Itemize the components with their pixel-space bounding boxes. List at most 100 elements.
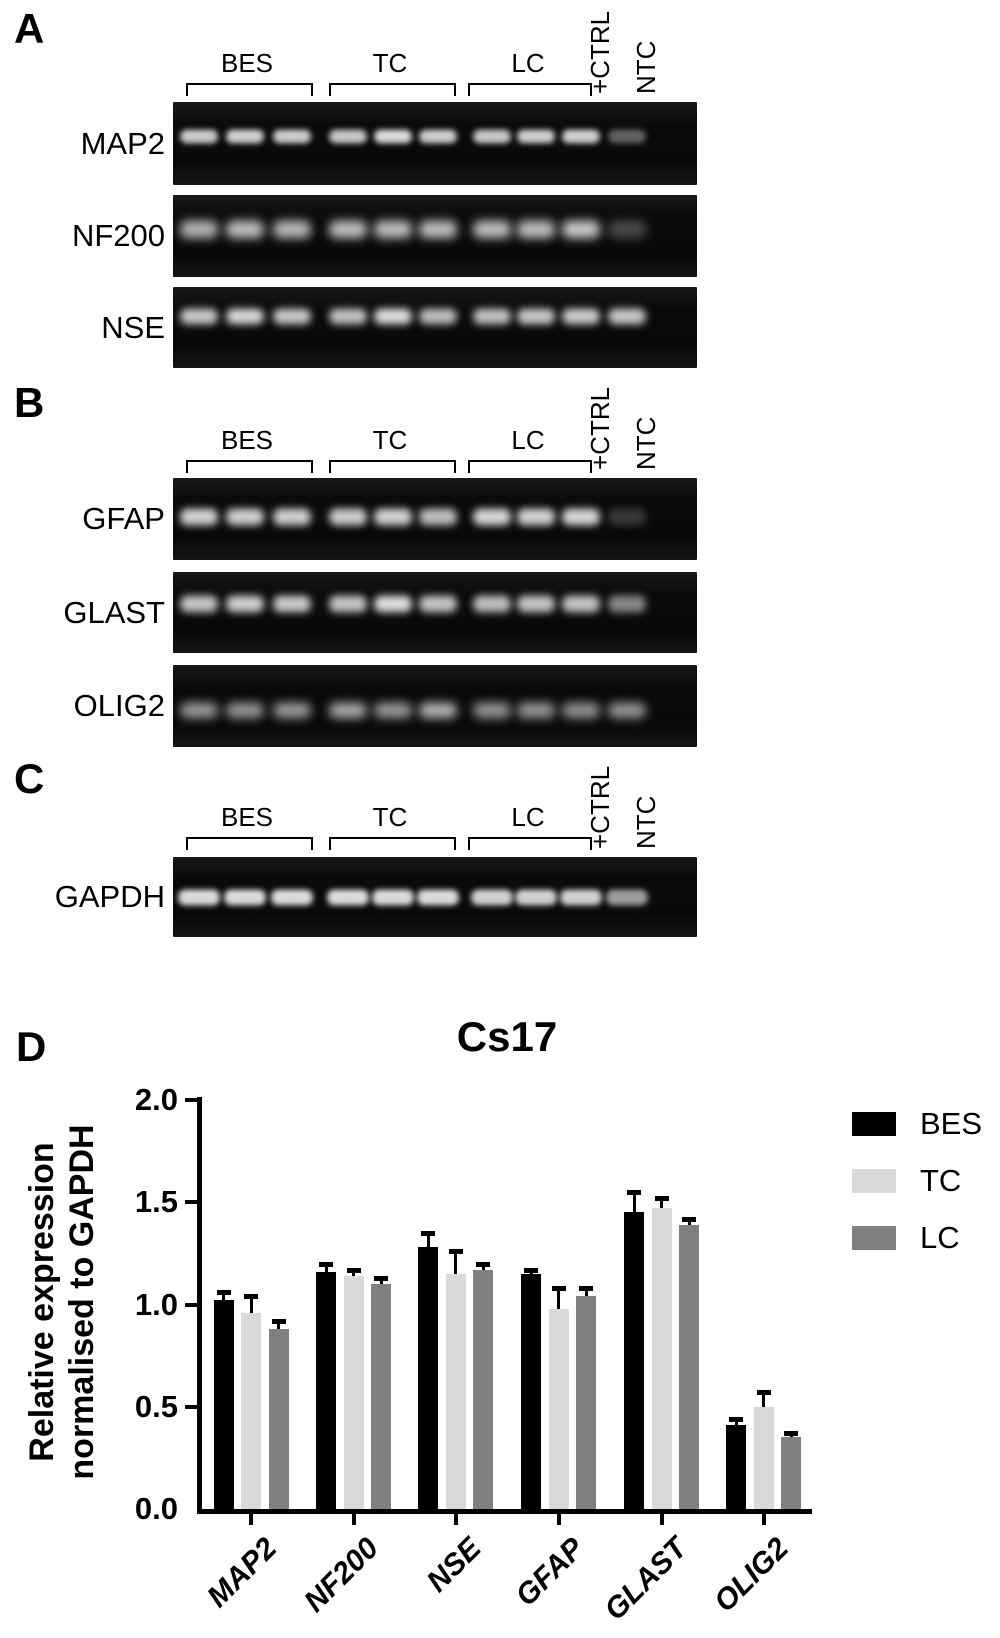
gel-band <box>178 889 220 905</box>
gel-band <box>329 509 367 526</box>
bar-bes-nf200 <box>316 1271 336 1509</box>
gel-strip-nse <box>173 287 697 368</box>
bar-tc-nf200 <box>343 1275 364 1509</box>
y-tick <box>185 1302 198 1307</box>
gel-band <box>608 596 646 613</box>
y-tick-label: 2.0 <box>134 1082 178 1117</box>
lane-label-ntc: NTC <box>631 416 661 470</box>
gel-band <box>417 889 459 905</box>
gel-band <box>473 130 511 144</box>
gel-band <box>374 509 412 526</box>
error-bar-stem <box>222 1292 225 1301</box>
bar-tc-gfap <box>548 1308 569 1509</box>
gel-band <box>517 509 555 526</box>
bar-tc-glast <box>651 1208 672 1509</box>
gel-band <box>419 596 457 613</box>
error-bar-cap <box>784 1431 798 1437</box>
lane-group-label: BES <box>220 425 274 455</box>
gel-band <box>273 702 311 718</box>
gel-strip-glast <box>173 572 697 653</box>
bar-lc-gfap <box>576 1296 596 1509</box>
bar-lc-glast <box>679 1224 699 1509</box>
bar-lc-map2 <box>268 1329 289 1509</box>
x-tick <box>453 1514 458 1525</box>
error-bar-cap <box>524 1267 538 1273</box>
bar-bes-gfap <box>521 1273 541 1509</box>
error-bar-stem <box>762 1392 765 1407</box>
error-bar-stem <box>379 1277 383 1285</box>
legend-label-tc: TC <box>920 1163 962 1198</box>
y-axis-label-line: normalised to GAPDH <box>63 1124 101 1480</box>
error-bar-stem <box>426 1232 430 1248</box>
gel-band <box>226 509 264 526</box>
x-axis-line <box>197 1509 812 1514</box>
gel-row-label: GFAP <box>82 501 165 536</box>
bar-bes-nse <box>418 1247 438 1509</box>
lane-label-pctrl: +CTRL <box>585 386 615 470</box>
gel-band <box>562 220 600 238</box>
error-bar-cap <box>448 1249 463 1255</box>
gel-band <box>419 130 457 144</box>
y-axis-label: Relative expression normalised to GAPDH <box>22 1082 102 1522</box>
y-tick <box>185 1200 198 1205</box>
bar-tc-olig2 <box>753 1406 774 1509</box>
gel-band <box>517 130 555 144</box>
lane-group-label: LC <box>511 425 545 455</box>
gel-band <box>419 220 457 238</box>
gel-row-label: NSE <box>101 309 165 345</box>
gel-band <box>226 702 264 718</box>
y-tick <box>185 1404 198 1409</box>
error-bar-stem <box>734 1419 738 1426</box>
y-tick-label: 1.5 <box>134 1184 178 1220</box>
error-bar-cap <box>374 1275 388 1281</box>
gel-band <box>473 596 511 613</box>
bar-bes-olig2 <box>726 1425 746 1509</box>
chart-title: Cs17 <box>456 1013 558 1060</box>
gel-band <box>273 309 311 325</box>
error-bar-stem <box>454 1251 457 1274</box>
gel-band <box>372 889 414 905</box>
gel-band <box>608 702 646 718</box>
gel-band <box>273 130 311 144</box>
gel-band <box>329 596 367 613</box>
gel-band <box>517 220 555 238</box>
gel-row-label: MAP2 <box>80 125 165 161</box>
gel-band <box>273 509 311 526</box>
error-bar-cap <box>346 1267 361 1273</box>
error-bar-cap <box>244 1294 258 1300</box>
bar-bes-map2 <box>213 1300 234 1509</box>
gel-band <box>329 130 367 144</box>
error-bar-stem <box>557 1288 560 1309</box>
gel-band <box>273 220 311 238</box>
error-bar-stem <box>687 1218 691 1225</box>
gel-band <box>473 509 511 526</box>
gel-band <box>180 220 218 238</box>
lane-group-bracket <box>468 460 592 473</box>
bar-lc-nse <box>473 1269 493 1509</box>
error-bar-cap <box>579 1286 593 1292</box>
gel-band <box>608 130 646 144</box>
legend-swatch-tc <box>852 1169 896 1193</box>
lane-group-bracket <box>329 83 456 96</box>
bar-lc-nf200 <box>371 1284 391 1509</box>
x-tick <box>761 1514 766 1525</box>
error-bar-cap <box>654 1196 669 1202</box>
gel-band <box>419 702 457 718</box>
gel-band <box>608 220 646 238</box>
lane-group-label: LC <box>511 802 545 832</box>
gel-band <box>329 702 367 718</box>
gel-band <box>273 596 311 613</box>
error-bar-cap <box>319 1261 333 1267</box>
y-axis-line <box>197 1097 202 1514</box>
gel-strip-gfap <box>173 478 697 560</box>
gel-band <box>374 220 412 238</box>
error-bar-cap <box>551 1286 566 1292</box>
lane-group-label: TC <box>372 802 408 832</box>
lane-label-ntc: NTC <box>631 795 661 849</box>
bar-lc-olig2 <box>781 1437 801 1509</box>
gel-band <box>473 702 511 718</box>
x-tick <box>659 1514 664 1525</box>
gel-row-label: GLAST <box>63 594 165 630</box>
gel-band <box>226 130 264 144</box>
x-tick <box>249 1514 253 1525</box>
